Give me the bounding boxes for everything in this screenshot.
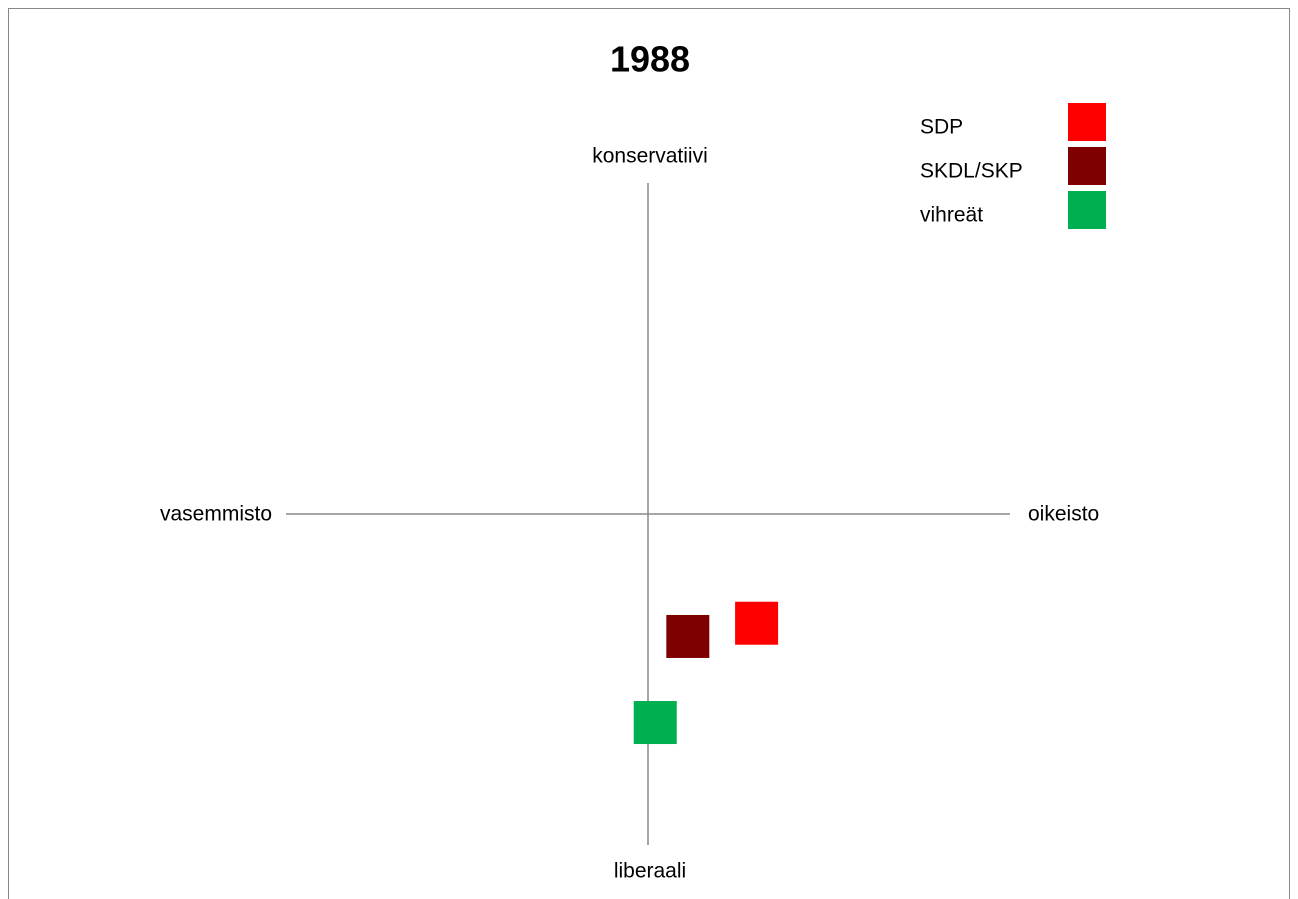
x-axis-label-left: vasemmisto [160,503,272,526]
legend-label: SDP [920,116,963,139]
chart-title: 1988 [610,39,690,80]
y-axis-label-bottom: liberaali [614,860,686,883]
x-axis-label-right: oikeisto [1028,503,1099,526]
legend-swatch [1068,147,1106,185]
y-axis-label-top: konservatiivi [592,145,708,168]
chart-frame [8,8,1290,899]
legend-swatch [1068,103,1106,141]
point [633,701,677,745]
point [666,614,710,658]
legend-label: vihreät [920,204,983,227]
legend-swatch [1068,191,1106,229]
legend-label: SKDL/SKP [920,160,1023,183]
point [735,601,779,645]
